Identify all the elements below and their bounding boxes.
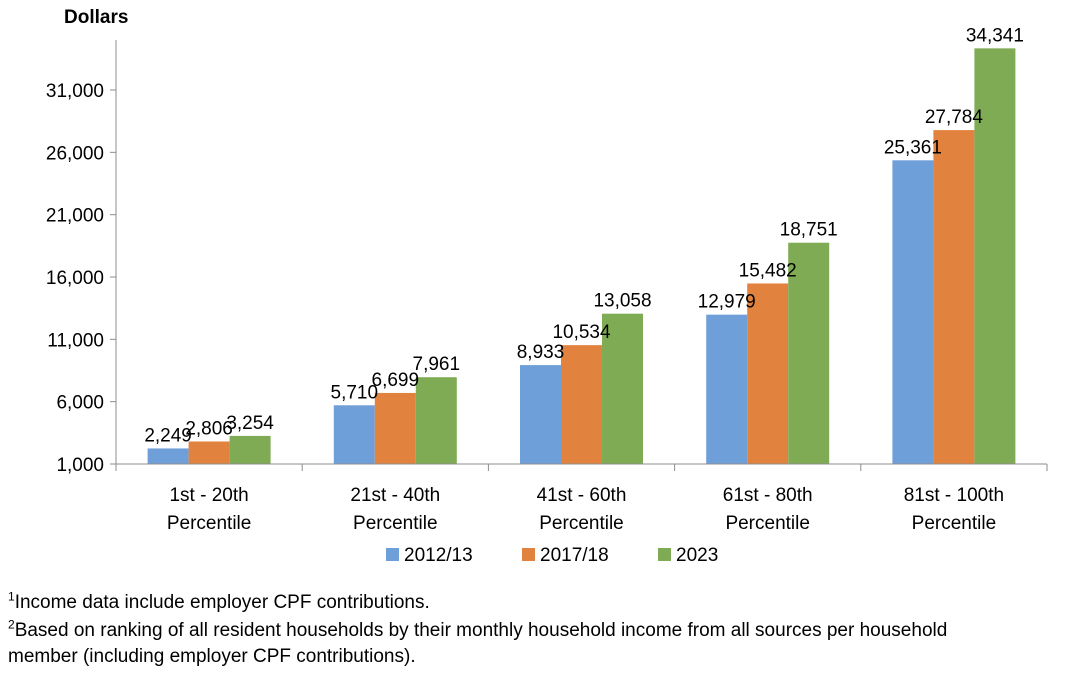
x-tick-label: Percentile (167, 513, 252, 534)
data-labels: 2,249 5,710 8,933 12,979 25,361 2,806 6,699 10,… (144, 25, 1024, 446)
footnote-2-mark: 2 (8, 617, 15, 632)
bar (147, 448, 189, 464)
data-label: 2,806 (185, 418, 233, 439)
x-tick-label: 41st - 60th (537, 485, 627, 506)
data-label: 34,341 (966, 25, 1024, 46)
bar (892, 160, 934, 464)
y-tick-label: 26,000 (46, 143, 104, 164)
data-label: 5,710 (331, 382, 379, 403)
footnote-2-text: Based on ranking of all resident househo… (14, 620, 948, 641)
bar (788, 242, 830, 464)
legend-swatch (658, 548, 671, 561)
bar (974, 48, 1016, 464)
bar (374, 392, 416, 464)
x-tick-label: 21st - 40th (350, 485, 440, 506)
x-tick-label: 61st - 80th (723, 485, 813, 506)
data-label: 15,482 (739, 260, 797, 281)
x-tick-label: 81st - 100th (904, 485, 1004, 506)
bars (147, 48, 1016, 464)
bar (706, 314, 748, 464)
footnote-1: 1Income data include employer CPF contri… (8, 590, 430, 616)
data-label: 6,699 (372, 370, 420, 391)
data-label: 7,961 (413, 354, 461, 375)
y-tick-label: 16,000 (46, 268, 104, 289)
bar (520, 365, 561, 464)
bar (188, 441, 230, 464)
data-label: 8,933 (517, 342, 565, 363)
y-tick-label: 1,000 (56, 455, 104, 476)
bar (933, 130, 975, 464)
data-label: 2,249 (144, 425, 192, 446)
legend-swatch (386, 548, 399, 561)
x-tick-label: Percentile (912, 513, 997, 534)
data-label: 27,784 (925, 107, 984, 128)
y-tick-label: 11,000 (47, 330, 104, 351)
x-axis: 1st - 20th Percentile 21st - 40th Percentil… (115, 463, 1048, 534)
legend-label: 2023 (676, 545, 718, 566)
legend: 2012/13 2017/18 2023 (386, 545, 718, 566)
data-label: 18,751 (780, 220, 838, 241)
legend-label: 2012/13 (404, 545, 473, 566)
data-label: 10,534 (552, 322, 611, 343)
footnote-1-mark: 1 (8, 589, 15, 604)
x-tick-label: Percentile (353, 513, 438, 534)
x-tick-label: 1st - 20th (169, 485, 248, 506)
bar (602, 313, 643, 464)
legend-swatch (522, 548, 535, 561)
x-tick-label: Percentile (725, 513, 810, 534)
bar (333, 405, 375, 464)
legend-label: 2017/18 (540, 545, 609, 566)
bar-chart: Dollars 1,000 6,000 11,000 16,000 21,000 26,0… (46, 7, 1048, 566)
footnote-2-text-line2: member (including employer CPF contribut… (8, 646, 416, 667)
data-label: 3,254 (226, 413, 274, 434)
y-tick-label: 31,000 (46, 81, 104, 102)
bar (229, 435, 271, 464)
footnote-1-text: Income data include employer CPF contrib… (14, 592, 430, 613)
data-label: 13,058 (593, 291, 651, 312)
y-tick-label: 6,000 (56, 393, 104, 414)
y-tick-label: 21,000 (46, 206, 104, 227)
bar (747, 283, 789, 464)
bar (415, 377, 457, 464)
footnote-2: 2Based on ranking of all resident househ… (8, 618, 947, 670)
data-label: 12,979 (698, 292, 756, 313)
y-axis-title: Dollars (64, 7, 128, 28)
x-tick-label: Percentile (539, 513, 624, 534)
data-label: 25,361 (884, 137, 942, 158)
bar (561, 345, 602, 464)
y-axis: 1,000 6,000 11,000 16,000 21,000 26,000 31,000 (46, 40, 117, 476)
